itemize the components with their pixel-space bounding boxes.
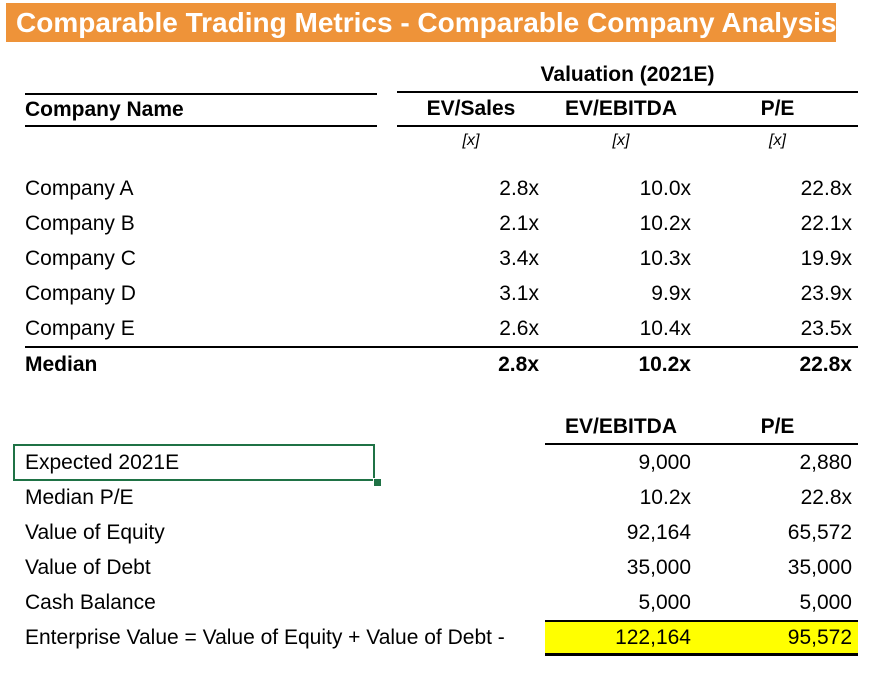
ev-ebitda-header[interactable]: EV/EBITDA [545, 410, 697, 445]
comps-table: Valuation (2021E) Company Name EV/Sales … [25, 58, 858, 382]
valuation-table: EV/EBITDA P/E Expected 2021E 9,000 2,880… [13, 410, 858, 656]
expected-label: Expected 2021E [25, 450, 180, 474]
company-name-cell[interactable]: Company B [25, 211, 135, 235]
ev-sales-cell[interactable]: 2.1x [499, 211, 539, 235]
ev-ebitda-cell[interactable]: 9.9x [651, 281, 691, 305]
ev-sales-cell[interactable]: 2.8x [499, 176, 539, 200]
company-name-cell[interactable]: Company A [25, 176, 134, 200]
units-pe[interactable]: [x] [769, 132, 786, 149]
table-row: Value of Equity 92,164 65,572 [25, 515, 858, 550]
table-row: Value of Debt 35,000 35,000 [25, 550, 858, 585]
ev-ebitda-cell[interactable]: 10.2x [639, 211, 691, 235]
table-row: Company C 3.4x 10.3x 19.9x [25, 241, 858, 276]
row-label[interactable]: Median P/E [25, 485, 134, 509]
company-name-cell[interactable]: Company C [25, 246, 136, 270]
table-row: Company B 2.1x 10.2x 22.1x [25, 206, 858, 241]
enterprise-value-row: Enterprise Value = Value of Equity + Val… [25, 620, 858, 656]
sheet-title-banner[interactable]: Comparable Trading Metrics - Comparable … [6, 3, 836, 42]
ev-ebitda-cell[interactable]: 9,000 [638, 450, 691, 474]
ev-ebitda-cell[interactable]: 5,000 [638, 590, 691, 614]
company-name-cell[interactable]: Company D [25, 281, 136, 305]
enterprise-value-label[interactable]: Enterprise Value = Value of Equity + Val… [25, 626, 505, 649]
pe-cell[interactable]: 23.5x [800, 316, 852, 340]
median-ev-ebitda[interactable]: 10.2x [545, 346, 697, 382]
row-label[interactable]: Value of Debt [25, 555, 151, 579]
enterprise-value-pe[interactable]: 95,572 [697, 620, 858, 656]
pe-cell[interactable]: 19.9x [800, 246, 852, 270]
ev-ebitda-cell[interactable]: 10.4x [639, 316, 691, 340]
pe-cell[interactable]: 22.8x [800, 485, 852, 509]
pe-header[interactable]: P/E [697, 93, 858, 127]
company-name-header[interactable]: Company Name [25, 93, 377, 127]
ev-ebitda-cell[interactable]: 10.3x [639, 246, 691, 270]
pe-cell[interactable]: 35,000 [787, 555, 852, 579]
median-pe[interactable]: 22.8x [697, 346, 858, 382]
median-ev-sales[interactable]: 2.8x [397, 346, 545, 382]
table-row: Cash Balance 5,000 5,000 [25, 585, 858, 620]
pe-cell[interactable]: 22.1x [800, 211, 852, 235]
expected-row: Expected 2021E 9,000 2,880 [13, 444, 858, 487]
pe-cell[interactable]: 5,000 [799, 590, 852, 614]
ev-ebitda-cell[interactable]: 10.0x [639, 176, 691, 200]
table-row: Median P/E 10.2x 22.8x [25, 480, 858, 515]
ev-sales-cell[interactable]: 3.1x [499, 281, 539, 305]
pe-cell[interactable]: 23.9x [800, 281, 852, 305]
ev-ebitda-cell[interactable]: 92,164 [626, 520, 691, 544]
ev-sales-cell[interactable]: 2.6x [499, 316, 539, 340]
pe-cell[interactable]: 2,880 [799, 450, 852, 474]
pe-cell[interactable]: 22.8x [800, 176, 852, 200]
row-label[interactable]: Cash Balance [25, 590, 156, 614]
ev-ebitda-cell[interactable]: 35,000 [626, 555, 691, 579]
pe-cell[interactable]: 65,572 [787, 520, 852, 544]
ev-sales-header[interactable]: EV/Sales [397, 93, 545, 127]
company-name-cell[interactable]: Company E [25, 316, 135, 340]
table-row: Company A 2.8x 10.0x 22.8x [25, 171, 858, 206]
valuation-group-header-row: Valuation (2021E) [25, 58, 858, 93]
median-label[interactable]: Median [25, 346, 377, 382]
ev-sales-cell[interactable]: 3.4x [499, 246, 539, 270]
enterprise-value-ev-ebitda[interactable]: 122,164 [545, 620, 697, 656]
empty-cell[interactable] [25, 58, 377, 93]
row-label[interactable]: Value of Equity [25, 520, 165, 544]
table-row: Company E 2.6x 10.4x 23.5x [25, 311, 858, 346]
ev-ebitda-cell[interactable]: 10.2x [639, 485, 691, 509]
comps-header-row: Company Name EV/Sales EV/EBITDA P/E [25, 93, 858, 127]
pe-header[interactable]: P/E [697, 410, 858, 445]
median-row: Median 2.8x 10.2x 22.8x [25, 346, 858, 382]
spacer-row [25, 155, 858, 171]
valuation-group-header[interactable]: Valuation (2021E) [397, 58, 858, 93]
units-ev-ebitda[interactable]: [x] [612, 132, 630, 149]
fill-handle[interactable] [373, 478, 382, 487]
units-ev-sales[interactable]: [x] [462, 132, 480, 149]
valuation-header-row: EV/EBITDA P/E [25, 410, 858, 445]
ev-ebitda-header[interactable]: EV/EBITDA [545, 93, 697, 127]
units-row: [x] [x] [x] [25, 127, 858, 155]
selected-cell[interactable]: Expected 2021E [13, 444, 382, 487]
table-row: Company D 3.1x 9.9x 23.9x [25, 276, 858, 311]
